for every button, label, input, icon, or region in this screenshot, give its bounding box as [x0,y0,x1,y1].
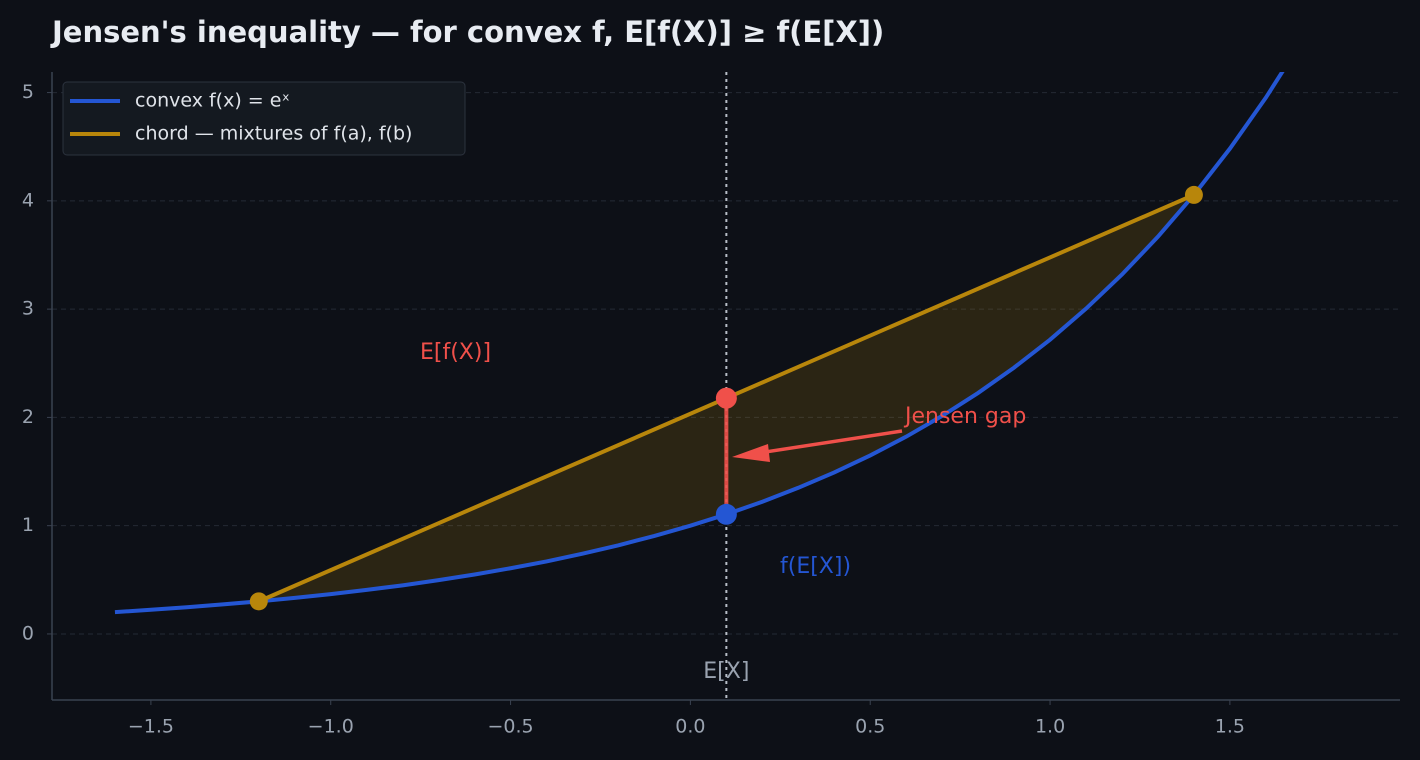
y-tick-label: 4 [22,189,34,211]
legend-label: convex f(x) = eˣ [135,90,290,112]
plot-area [114,72,1285,700]
y-tick-label: 5 [22,81,34,103]
x-tick-label: −1.5 [128,716,174,738]
chord-point [1184,185,1203,204]
annotation: E[X] [703,659,749,684]
mean-of-f-point [715,387,737,409]
gap-arrowhead [732,444,770,462]
x-tick-label: 0.0 [675,716,705,738]
x-tick-label: −0.5 [487,716,533,738]
annotation: Jensen gap [903,404,1026,429]
gap-arrow [751,429,903,456]
chord-point [249,592,268,611]
chart-title: Jensen's inequality — for convex f, E[f(… [50,15,884,49]
series-line [114,72,1285,615]
x-tick-label: 1.0 [1035,716,1065,738]
y-tick-label: 1 [22,514,34,536]
legend-label: chord — mixtures of f(a), f(b) [135,123,412,145]
x-tick-label: 1.5 [1215,716,1245,738]
y-tick-label: 2 [22,406,34,428]
legend-box [62,81,466,156]
legend: convex f(x) = eˣ chord — mixtures of f(a)… [62,81,466,156]
y-tick-label: 0 [22,622,34,644]
x-tick-label: −1.0 [308,716,354,738]
y-tick-label: 3 [22,298,34,320]
f-of-mean-point [715,503,737,525]
annotation: E[f(X)] [420,340,491,365]
x-tick-label: 0.5 [855,716,885,738]
annotation: f(E[X]) [780,554,851,579]
